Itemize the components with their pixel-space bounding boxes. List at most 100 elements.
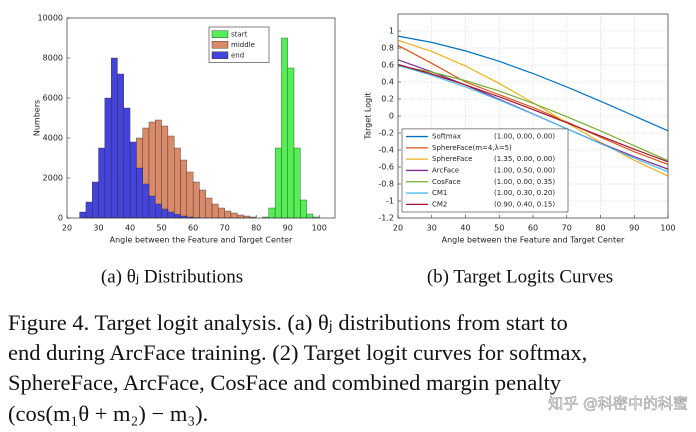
y-tick-label: 10000 [38, 14, 63, 23]
y-tick-label: 0.6 [381, 61, 394, 70]
histogram-bar [237, 214, 244, 219]
histogram-bar [92, 181, 99, 219]
histogram-bar [148, 195, 156, 219]
y-tick-label: 0.8 [381, 44, 394, 53]
histogram-bar [199, 189, 206, 219]
line-series [397, 44, 669, 166]
histogram-bar [287, 67, 295, 219]
x-axis-label: Angle between the Feature and Target Cen… [442, 236, 625, 245]
y-tick-label: 6000 [43, 94, 63, 103]
x-tick-label: 90 [629, 224, 639, 233]
histogram-bar [306, 213, 314, 219]
y-tick-label: -1.2 [378, 214, 394, 223]
histogram-bar [79, 211, 87, 219]
histogram-bar [281, 37, 288, 219]
legend-swatch [211, 51, 229, 59]
histogram-bar [174, 214, 181, 219]
histogram-bar [167, 211, 175, 219]
legend-box [401, 128, 569, 213]
histogram-bar [161, 208, 169, 219]
legend-params: (1.00, 0.00, 0.00) [494, 133, 555, 141]
legend-label: start [231, 30, 248, 38]
y-axis-label: Numbers [33, 100, 42, 136]
line-series [397, 35, 669, 132]
plot-frame [397, 13, 669, 219]
x-tick-label: 40 [125, 224, 135, 233]
y-tick-label: -0.2 [378, 129, 394, 138]
legend-label: Softmax [432, 133, 461, 141]
legend-label: SphereFace(m=4,λ=5) [432, 144, 512, 152]
histogram-bar [167, 135, 175, 219]
histogram-bar [85, 201, 93, 219]
legend-label: CosFace [432, 178, 461, 186]
legend-params: (1.00, 0.50, 0.00) [494, 166, 555, 174]
y-tick-label: -0.8 [378, 180, 394, 189]
line-series [397, 65, 669, 162]
histogram-bar [129, 141, 137, 219]
x-tick-label: 20 [62, 224, 72, 233]
histogram-bar [224, 210, 232, 219]
x-tick-label: 50 [494, 224, 504, 233]
x-tick-label: 30 [427, 224, 437, 233]
legend-label: CM1 [432, 189, 447, 197]
x-tick-label: 40 [460, 224, 470, 233]
x-tick-label: 70 [220, 224, 230, 233]
x-tick-label: 100 [312, 224, 327, 233]
histogram-bar [218, 207, 225, 219]
plot-frame [66, 17, 336, 219]
subcaption: (b) Target Logits Curves [427, 266, 613, 287]
caption-line: Figure 4. Target logit analysis. (a) θⱼ … [8, 310, 568, 335]
legend-label: ArcFace [432, 166, 459, 174]
histogram-bar [98, 147, 106, 219]
legend-label: SphereFace [432, 155, 473, 163]
histogram-bar [230, 212, 238, 219]
x-tick-label: 80 [251, 224, 261, 233]
histogram-bar [274, 147, 282, 219]
histogram-bar [205, 197, 213, 219]
y-tick-label: 4000 [43, 134, 63, 143]
histogram-bar [192, 181, 200, 219]
legend-params: (0.90, 0.40, 0.15) [494, 200, 555, 208]
legend-params: (1.35, 0.00, 0.00) [494, 155, 555, 163]
histogram-bar [155, 119, 162, 219]
y-tick-label: 2000 [43, 174, 63, 183]
y-axis-label: Target Logit [364, 93, 373, 141]
x-tick-label: 60 [188, 224, 198, 233]
histogram-bar [142, 183, 150, 219]
y-tick-label: 0 [389, 112, 394, 121]
caption-line: end during ArcFace training. (2) Target … [8, 340, 587, 365]
legend-label: end [231, 51, 244, 59]
y-tick-label: 0 [58, 214, 63, 223]
histogram-bar [211, 203, 219, 219]
caption-line: (cos(m₁θ + m₂) − m₃). [8, 401, 208, 426]
y-tick-label: -1 [386, 197, 394, 206]
x-tick-label: 80 [595, 224, 605, 233]
histogram-bar [110, 57, 118, 219]
legend-label: CM2 [432, 200, 447, 208]
histogram-bar [155, 203, 162, 219]
x-tick-label: 20 [393, 224, 403, 233]
histogram-bar [136, 167, 143, 219]
legend-params: (1.00, 0.30, 0.20) [494, 189, 555, 197]
caption-line: SphereFace, ArcFace, CosFace and combine… [8, 370, 562, 395]
histogram-bar [117, 73, 124, 219]
legend-swatch [211, 41, 229, 49]
histogram-bar [300, 199, 307, 219]
x-tick-label: 100 [660, 224, 675, 233]
histogram-bar [174, 147, 181, 219]
x-tick-label: 30 [93, 224, 103, 233]
histogram-bar [186, 171, 194, 219]
histogram-bar [161, 125, 169, 219]
legend-params: (1.00, 0.00, 0.35) [494, 178, 555, 186]
subcaption: (a) θⱼ Distributions [101, 266, 243, 287]
y-tick-label: 8000 [43, 54, 63, 63]
y-tick-label: -0.6 [378, 163, 394, 172]
x-tick-label: 60 [528, 224, 538, 233]
histogram-bar [180, 159, 187, 219]
histogram-bar [293, 147, 301, 219]
line-series [397, 64, 669, 173]
legend-swatch [211, 30, 229, 38]
x-tick-label: 90 [283, 224, 293, 233]
